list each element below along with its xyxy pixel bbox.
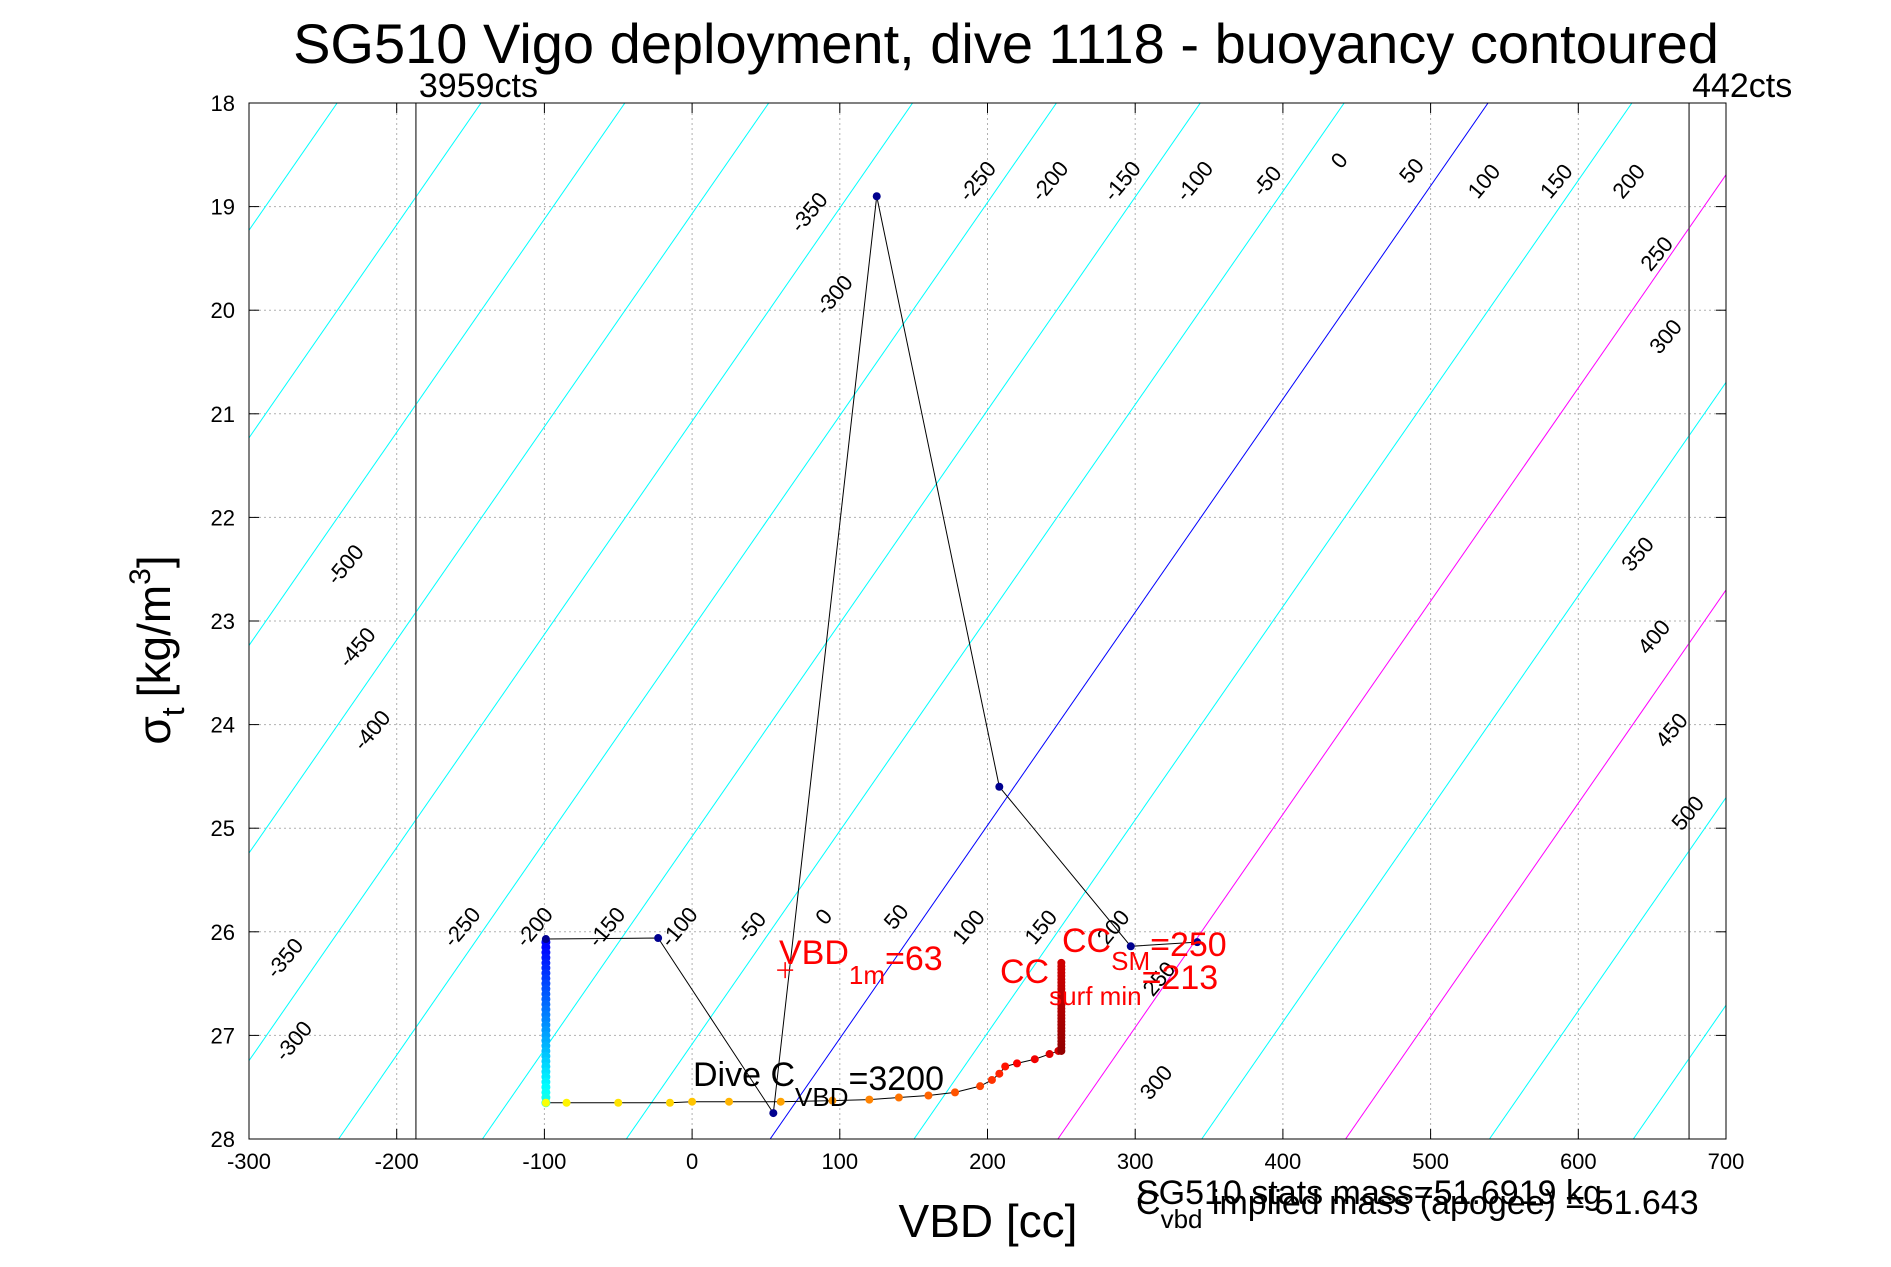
- data-point: [614, 1098, 623, 1107]
- contour-line: [913, 103, 1633, 1139]
- vbd-limit-label: 442cts: [1692, 67, 1792, 105]
- data-point: [894, 1093, 903, 1102]
- y-tick-label: 28: [211, 1127, 235, 1152]
- x-tick-label: -300: [227, 1149, 271, 1174]
- track-point: [1126, 942, 1135, 951]
- markers: [777, 962, 794, 979]
- contour-line: [249, 103, 482, 439]
- x-tick-label: 200: [969, 1149, 1006, 1174]
- contour-line: [1201, 381, 1726, 1139]
- x-tick-label: -200: [375, 1149, 419, 1174]
- grid-lines: [249, 103, 1726, 1139]
- data-point: [951, 1088, 960, 1097]
- axis-ticks: -300 -200 -100 0 100 200 300 400 500 600 700 18 19 20…: [211, 91, 1745, 1174]
- data-point: [1045, 1050, 1054, 1059]
- contour-line: [249, 103, 914, 1062]
- y-axis-label: σt [kg/m3]: [124, 555, 191, 744]
- chart-title: SG510 Vigo deployment, dive 1118 - buoya…: [293, 12, 1719, 75]
- cc-sm-annotation: CCSM=250: [1062, 922, 1227, 976]
- x-tick-label: 700: [1708, 1149, 1745, 1174]
- data-point: [541, 1098, 550, 1107]
- cc-surf-annotation: CCsurf min=213: [1000, 953, 1218, 1011]
- x-tick-label: 0: [686, 1149, 698, 1174]
- dive-cvbd-annotation: Dive CVBD=3200: [693, 1056, 944, 1112]
- data-point: [976, 1082, 985, 1091]
- y-axis-close: ]: [128, 555, 180, 568]
- y-tick-label: 22: [211, 505, 235, 530]
- x-tick-label: 400: [1265, 1149, 1302, 1174]
- y-tick-label: 26: [211, 920, 235, 945]
- x-tick-label: 600: [1560, 1149, 1597, 1174]
- track-point: [995, 782, 1004, 791]
- data-point: [725, 1097, 734, 1106]
- y-tick-label: 24: [211, 713, 235, 738]
- vbd-limit-lines: 3959cts 442cts: [415, 67, 1792, 1139]
- track-point: [769, 1109, 778, 1118]
- y-axis-unit: [kg/m: [128, 585, 180, 697]
- data-point: [776, 1097, 785, 1106]
- data-point: [828, 1096, 837, 1105]
- y-tick-label: 23: [211, 609, 235, 634]
- data-point: [924, 1091, 933, 1100]
- data-point: [1057, 1046, 1066, 1055]
- track-point: [654, 934, 663, 943]
- vbd-1m-annotation: VBD1m=63: [779, 934, 943, 990]
- contour-line: [249, 103, 770, 854]
- zero-buoyancy-line: [769, 103, 1489, 1139]
- positive-contour-line: [1057, 173, 1726, 1139]
- positive-contour-line: [1345, 589, 1726, 1139]
- contour-line: [625, 103, 1345, 1139]
- buoyancy-contours: [249, 103, 1726, 1139]
- y-tick-label: 21: [211, 402, 235, 427]
- vbd-limit-label: 3959cts: [419, 67, 538, 105]
- stats-mass-text: SG510 stats mass=51.6919 kg: [1136, 1174, 1602, 1212]
- y-tick-label: 18: [211, 91, 235, 116]
- x-tick-label: 100: [821, 1149, 858, 1174]
- data-point: [665, 1098, 674, 1107]
- track-point: [541, 935, 550, 944]
- data-point: [1030, 1055, 1039, 1064]
- y-tick-label: 25: [211, 816, 235, 841]
- y-tick-label: 19: [211, 195, 235, 220]
- data-point: [987, 1075, 996, 1084]
- contour-line: [338, 103, 1057, 1139]
- y-tick-label: 27: [211, 1023, 235, 1048]
- data-point: [688, 1097, 697, 1106]
- x-tick-label: 500: [1412, 1149, 1449, 1174]
- y-axis-symbol: σ: [128, 716, 180, 744]
- track-point: [1193, 938, 1202, 947]
- y-axis-superscript: 3: [124, 568, 157, 585]
- x-tick-label: 300: [1117, 1149, 1154, 1174]
- contour-line: [1489, 796, 1726, 1139]
- data-point: [1001, 1062, 1010, 1071]
- data-point: [1013, 1059, 1022, 1068]
- data-point: [995, 1069, 1004, 1078]
- dive-data: [541, 192, 1202, 1118]
- data-point: [562, 1098, 571, 1107]
- y-axis-subscript: t: [155, 707, 191, 716]
- data-point: [865, 1095, 874, 1104]
- svg-text:σt[kg/m3]: σt [kg/m3]: [124, 555, 191, 744]
- x-tick-label: -100: [522, 1149, 566, 1174]
- contour-line: [482, 103, 1201, 1139]
- implied-mass-text: Cvbd implied mass (apogee) = 51.643: [1136, 1184, 1699, 1234]
- contour-line: [249, 103, 626, 647]
- track-point: [872, 192, 881, 201]
- y-tick-label: 20: [211, 298, 235, 323]
- x-axis-label: VBD [cc]: [899, 1195, 1078, 1247]
